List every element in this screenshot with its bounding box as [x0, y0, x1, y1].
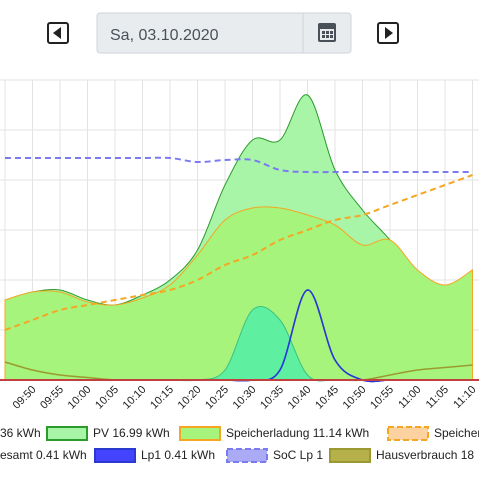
- legend-swatch: [226, 448, 268, 463]
- x-tick-label: 11:05: [424, 384, 451, 411]
- line: [4, 156, 473, 174]
- next-button[interactable]: [377, 22, 399, 44]
- date-input[interactable]: [96, 12, 352, 54]
- x-tick-label: 09:50: [11, 384, 39, 412]
- x-tick-label: 10:05: [93, 384, 121, 412]
- legend-swatch: [46, 426, 88, 441]
- legend-label: esamt 0.41 kWh: [0, 448, 87, 462]
- x-tick-label: 10:00: [66, 384, 94, 412]
- x-tick-label: 10:45: [313, 384, 341, 412]
- x-tick-label: 10:35: [258, 384, 286, 412]
- legend-label: SoC Lp 1: [273, 448, 323, 462]
- legend: 36 kWh PV 16.99 kWh Speicherladung 11.14 k…: [0, 426, 479, 463]
- legend-swatch: [387, 426, 429, 441]
- legend-swatch: [329, 448, 371, 463]
- legend-label: Hausverbrauch 18: [376, 448, 474, 462]
- calendar-icon[interactable]: [318, 23, 336, 42]
- x-tick-label: 10:30: [231, 384, 259, 412]
- area: [4, 206, 473, 381]
- legend-label: Speichere: [434, 426, 479, 440]
- x-tick-label: 10:15: [148, 384, 176, 412]
- legend-label: Speicherladung 11.14 kWh: [226, 426, 369, 440]
- legend-swatch: [179, 426, 221, 441]
- legend-label: 36 kWh: [0, 426, 41, 440]
- legend-label: PV 16.99 kWh: [93, 426, 170, 440]
- line: [4, 174, 473, 331]
- x-tick-label: 10:10: [121, 384, 149, 412]
- x-tick-label: 11:00: [396, 384, 423, 411]
- date-text: Sa, 03.10.2020: [110, 27, 219, 44]
- x-tick-label: 10:20: [176, 384, 204, 412]
- x-tick-label: 09:55: [38, 384, 66, 412]
- prev-button[interactable]: [47, 22, 69, 44]
- x-tick-label: 11:10: [451, 384, 478, 411]
- legend-swatch: [94, 448, 136, 463]
- plot: 09:50 09:55 10:00 10:05 10:10 10:15 10:20 10:25…: [0, 79, 479, 412]
- x-tick-label: 10:25: [203, 384, 231, 412]
- x-tick-label: 10:40: [286, 384, 314, 412]
- x-tick-label: 10:50: [341, 384, 369, 412]
- legend-label: Lp1 0.41 kWh: [141, 448, 215, 462]
- x-tick-label: 10:55: [368, 384, 396, 412]
